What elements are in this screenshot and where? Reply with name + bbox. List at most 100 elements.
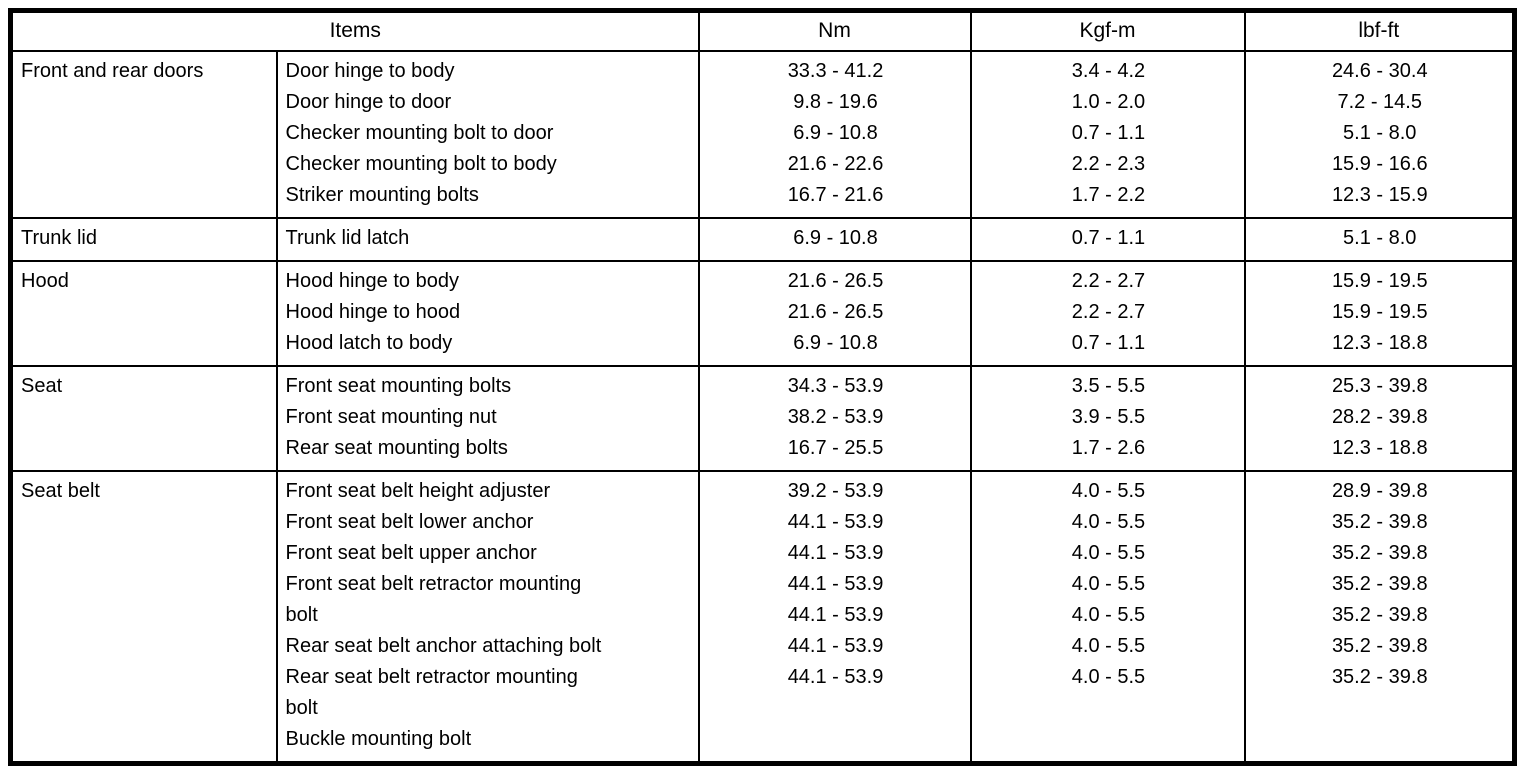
cell-line: 0.7 - 1.1: [1071, 121, 1146, 144]
cell-line: Seat belt: [21, 479, 100, 502]
nm-values-cell: 33.3 - 41.2 9.8 - 19.6 6.9 - 10.8 21.6 - 22…: [697, 49, 972, 219]
cell-line: 4.0 - 5.5: [1071, 479, 1146, 502]
cell-line: 25.3 - 39.8: [1331, 374, 1428, 397]
lbfft-values-cell: 28.9 - 39.8 35.2 - 39.8 35.2 - 39.8 35.2 - …: [1243, 469, 1516, 764]
cell-line: Rear seat belt anchor attaching bolt: [285, 634, 602, 657]
cell-line: Hood hinge to hood: [285, 300, 461, 323]
cell-line: Seat: [21, 374, 63, 397]
manual-page: Items Nm Kgf-m lbf-ft Front and rear doo…: [8, 8, 1517, 766]
cell-line: 24.6 - 30.4: [1331, 59, 1428, 82]
lbfft-values-cell: 5.1 - 8.0: [1243, 216, 1516, 262]
cell-line: 4.0 - 5.5: [1071, 510, 1146, 533]
cell-line: Front seat belt retractor mounting: [285, 572, 582, 595]
cell-line: 35.2 - 39.8: [1331, 634, 1428, 657]
column-header-kgf-m: Kgf-m: [969, 9, 1246, 52]
cell-line: 0.7 - 1.1: [1071, 331, 1146, 354]
category-cell: Front and rear doors: [9, 49, 278, 219]
cell-line: Checker mounting bolt to door: [285, 121, 554, 144]
kgfm-values-cell: 3.4 - 4.2 1.0 - 2.0 0.7 - 1.1 2.2 - 2.3 1.7 …: [969, 49, 1246, 219]
cell-line: 3.9 - 5.5: [1071, 405, 1146, 428]
cell-line: 12.3 - 18.8: [1331, 331, 1428, 354]
lbfft-values-cell: 25.3 - 39.8 28.2 - 39.8 12.3 - 18.8: [1243, 364, 1516, 472]
cell-line: 1.7 - 2.6: [1071, 436, 1146, 459]
cell-line: Door hinge to door: [285, 90, 452, 113]
items-cell: Front seat belt height adjuster Front sea…: [275, 469, 700, 764]
cell-line: Door hinge to body: [285, 59, 455, 82]
cell-line: 28.2 - 39.8: [1331, 405, 1428, 428]
cell-line: 35.2 - 39.8: [1331, 665, 1428, 688]
section-row-0: Front and rear doors Door hinge to body Do…: [9, 49, 1516, 219]
cell-line: 3.5 - 5.5: [1071, 374, 1146, 397]
cell-line: 21.6 - 26.5: [787, 269, 884, 292]
cell-line: 21.6 - 26.5: [787, 300, 884, 323]
items-cell: Door hinge to body Door hinge to door Chec…: [275, 49, 700, 219]
cell-line: 0.7 - 1.1: [1071, 226, 1146, 249]
cell-line: 6.9 - 10.8: [793, 331, 878, 354]
nm-values-cell: 34.3 - 53.9 38.2 - 53.9 16.7 - 25.5: [697, 364, 972, 472]
items-cell: Front seat mounting bolts Front seat moun…: [275, 364, 700, 472]
kgfm-values-cell: 3.5 - 5.5 3.9 - 5.5 1.7 - 2.6: [969, 364, 1246, 472]
cell-line: 35.2 - 39.8: [1331, 510, 1428, 533]
cell-line: 1.7 - 2.2: [1071, 183, 1146, 206]
kgfm-values-cell: 0.7 - 1.1: [969, 216, 1246, 262]
cell-line: 44.1 - 53.9: [787, 634, 884, 657]
category-cell: Trunk lid: [9, 216, 278, 262]
cell-line: 44.1 - 53.9: [787, 541, 884, 564]
cell-line: bolt: [285, 696, 318, 719]
cell-line: Front seat belt height adjuster: [285, 479, 551, 502]
category-cell: Seat belt: [9, 469, 278, 764]
cell-line: 15.9 - 16.6: [1331, 152, 1428, 175]
items-cell: Trunk lid latch: [275, 216, 700, 262]
cell-line: Striker mounting bolts: [285, 183, 479, 206]
cell-line: 9.8 - 19.6: [793, 90, 878, 113]
cell-line: 1.0 - 2.0: [1071, 90, 1146, 113]
cell-line: 35.2 - 39.8: [1331, 572, 1428, 595]
cell-line: Front seat belt upper anchor: [285, 541, 537, 564]
category-cell: Seat: [9, 364, 278, 472]
kgfm-values-cell: 2.2 - 2.7 2.2 - 2.7 0.7 - 1.1: [969, 259, 1246, 367]
cell-line: 4.0 - 5.5: [1071, 572, 1146, 595]
cell-line: 4.0 - 5.5: [1071, 603, 1146, 626]
cell-line: Trunk lid: [21, 226, 97, 249]
cell-line: 6.9 - 10.8: [793, 226, 878, 249]
section-row-1: Trunk lid Trunk lid latch 6.9 - 10.8 0.7 - …: [9, 216, 1516, 262]
cell-line: Front seat mounting nut: [285, 405, 497, 428]
cell-line: 39.2 - 53.9: [787, 479, 884, 502]
nm-values-cell: 21.6 - 26.5 21.6 - 26.5 6.9 - 10.8: [697, 259, 972, 367]
torque-spec-table: Items Nm Kgf-m lbf-ft Front and rear doo…: [8, 8, 1517, 766]
cell-line: 7.2 - 14.5: [1337, 90, 1422, 113]
cell-line: 12.3 - 18.8: [1331, 436, 1428, 459]
cell-line: 6.9 - 10.8: [793, 121, 878, 144]
cell-line: 3.4 - 4.2: [1071, 59, 1146, 82]
lbfft-values-cell: 15.9 - 19.5 15.9 - 19.5 12.3 - 18.8: [1243, 259, 1516, 367]
cell-line: Hood: [21, 269, 69, 292]
cell-line: 15.9 - 19.5: [1331, 300, 1428, 323]
cell-line: Front and rear doors: [21, 59, 204, 82]
cell-line: Trunk lid latch: [285, 226, 410, 249]
cell-line: 44.1 - 53.9: [787, 510, 884, 533]
cell-line: 44.1 - 53.9: [787, 572, 884, 595]
cell-line: 34.3 - 53.9: [787, 374, 884, 397]
cell-line: 4.0 - 5.5: [1071, 665, 1146, 688]
column-header-nm: Nm: [697, 9, 972, 52]
cell-line: 35.2 - 39.8: [1331, 603, 1428, 626]
nm-values-cell: 39.2 - 53.9 44.1 - 53.9 44.1 - 53.9 44.1 - …: [697, 469, 972, 764]
cell-line: Front seat belt lower anchor: [285, 510, 534, 533]
cell-line: 5.1 - 8.0: [1343, 121, 1417, 144]
cell-line: 44.1 - 53.9: [787, 603, 884, 626]
section-row-3: Seat Front seat mounting bolts Front seat …: [9, 364, 1516, 472]
cell-line: 38.2 - 53.9: [787, 405, 884, 428]
cell-line: Front seat mounting bolts: [285, 374, 512, 397]
cell-line: 33.3 - 41.2: [787, 59, 884, 82]
items-cell: Hood hinge to body Hood hinge to hood Hood…: [275, 259, 700, 367]
cell-line: 15.9 - 19.5: [1331, 269, 1428, 292]
kgfm-values-cell: 4.0 - 5.5 4.0 - 5.5 4.0 - 5.5 4.0 - 5.5 4.0 …: [969, 469, 1246, 764]
cell-line: 35.2 - 39.8: [1331, 541, 1428, 564]
column-header-lbf-ft: lbf-ft: [1243, 9, 1516, 52]
section-row-4: Seat belt Front seat belt height adjuster…: [9, 469, 1516, 764]
section-row-2: Hood Hood hinge to body Hood hinge to hood…: [9, 259, 1516, 367]
cell-line: bolt: [285, 603, 318, 626]
cell-line: 16.7 - 21.6: [787, 183, 884, 206]
cell-line: 2.2 - 2.7: [1071, 269, 1146, 292]
table-body: Front and rear doors Door hinge to body Do…: [9, 49, 1516, 764]
